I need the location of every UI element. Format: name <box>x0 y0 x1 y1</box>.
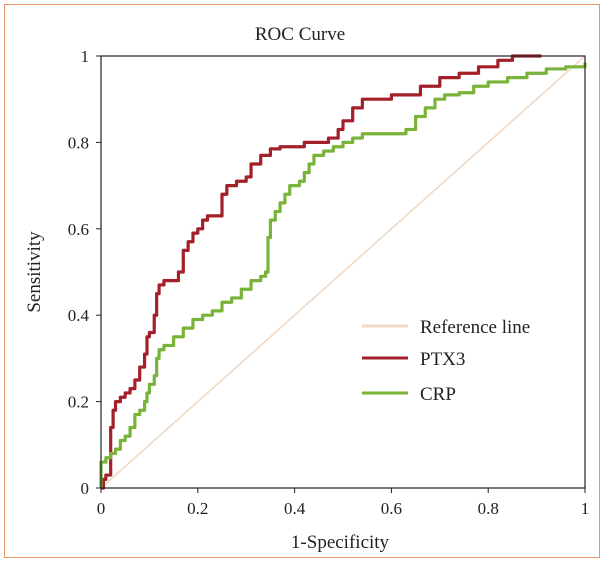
x-tick-label: 0 <box>97 499 106 518</box>
x-axis-label: 1-Specificity <box>291 532 390 553</box>
legend-label-reference: Reference line <box>420 317 530 338</box>
y-tick-label: 0.4 <box>68 306 90 325</box>
y-tick-label: 1 <box>81 47 90 66</box>
x-tick-label: 1 <box>581 499 590 518</box>
series-line-crp <box>99 62 587 488</box>
y-tick-label: 0.6 <box>68 220 89 239</box>
x-tick-label: 0.4 <box>284 499 306 518</box>
legend: Reference line PTX3 CRP <box>362 317 530 405</box>
x-tick-label: 0.8 <box>478 499 499 518</box>
y-tick-label: 0.8 <box>68 133 89 152</box>
y-tick-label: 0 <box>81 479 90 498</box>
y-tick-label: 0.2 <box>68 393 89 412</box>
x-tick-label: 0.6 <box>381 499 402 518</box>
series-line-reference <box>100 55 586 489</box>
ticks-layer: 0 0.2 0.4 0.6 0.8 1 0 0.2 0.4 0.6 0.8 1 <box>68 47 590 518</box>
legend-label-ptx3: PTX3 <box>420 349 465 370</box>
legend-label-crp: CRP <box>420 384 456 405</box>
y-axis-label: Sensitivity <box>24 231 45 313</box>
x-tick-label: 0.2 <box>187 499 208 518</box>
chart-title: ROC Curve <box>255 24 345 45</box>
series-line-ptx3 <box>101 54 542 490</box>
figure-frame <box>4 4 600 558</box>
plot-area <box>100 55 586 489</box>
series-layer <box>99 54 587 490</box>
